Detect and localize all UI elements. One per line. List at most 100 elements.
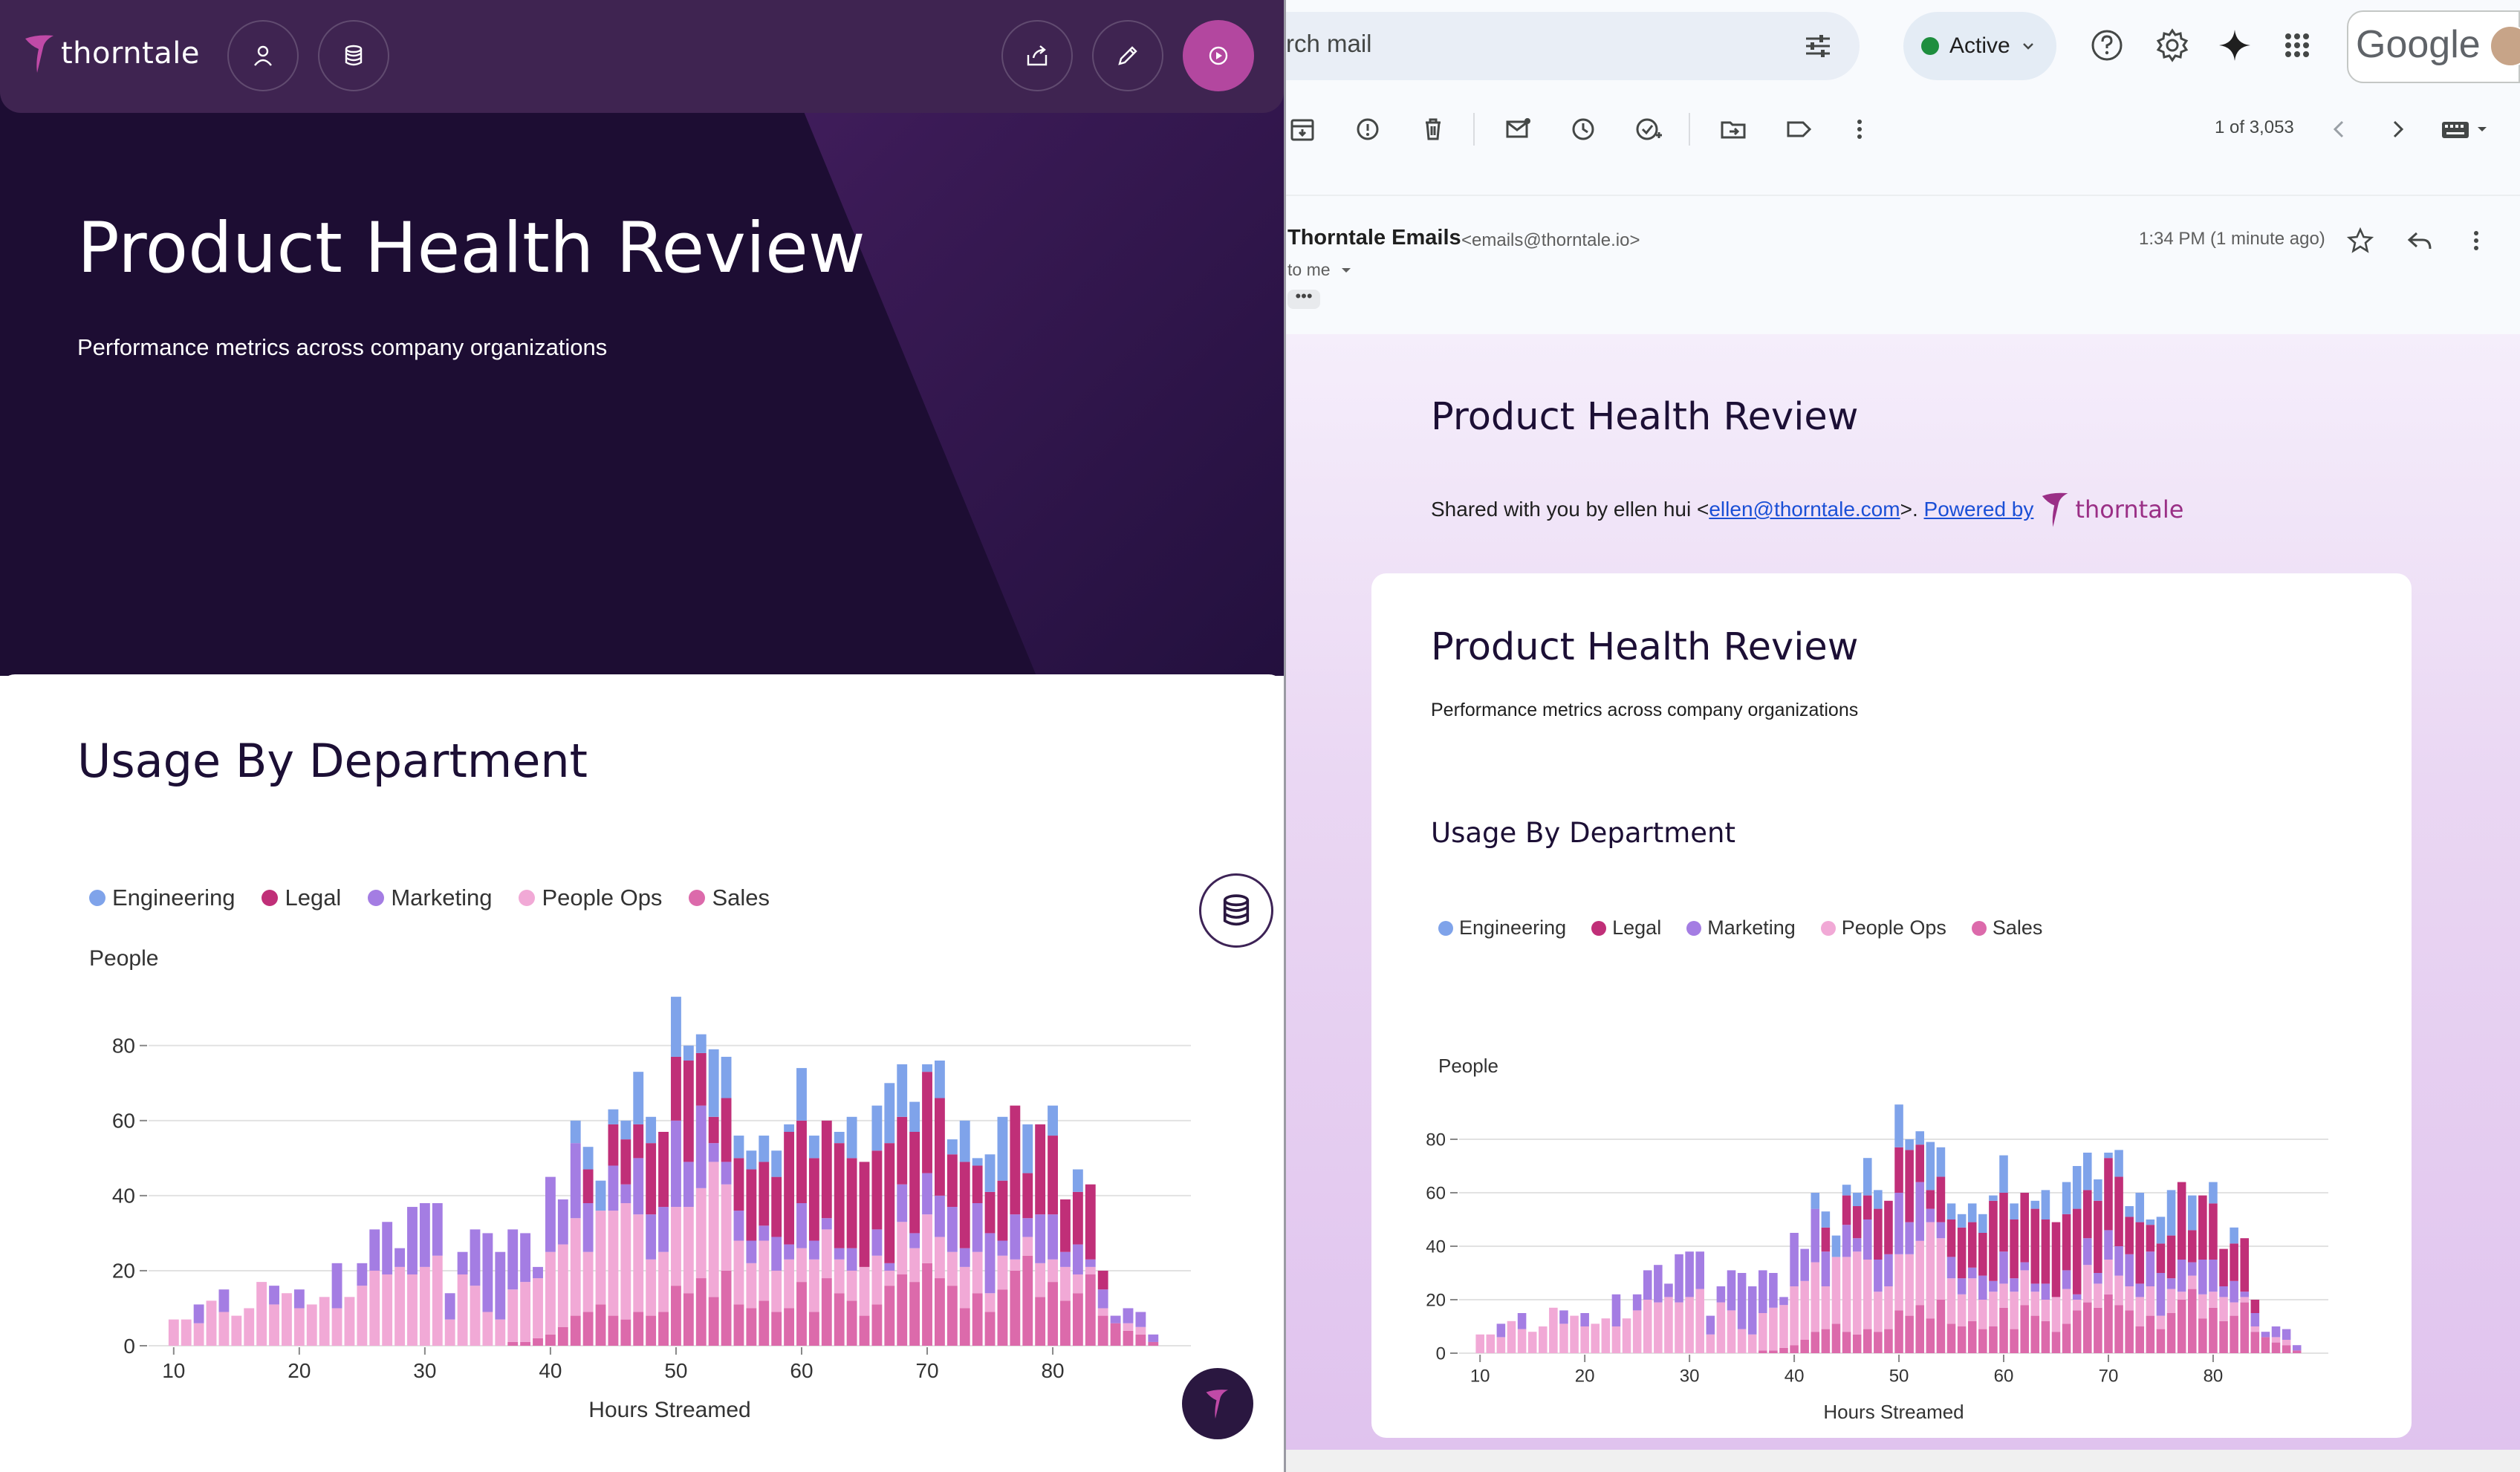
bar-marketing-42[interactable] [1811, 1208, 1820, 1263]
bar-engineering-72[interactable] [2125, 1206, 2134, 1217]
bar-marketing-36[interactable] [1747, 1286, 1757, 1335]
bar-people-ops-27[interactable] [1654, 1302, 1663, 1353]
bar-marketing-73[interactable] [959, 1248, 970, 1267]
bar-sales-49[interactable] [1884, 1329, 1893, 1353]
bar-sales-37[interactable] [1759, 1350, 1767, 1353]
bar-legal-51[interactable] [1905, 1150, 1914, 1222]
bar-people-ops-38[interactable] [520, 1282, 531, 1342]
bar-sales-63[interactable] [2030, 1315, 2040, 1353]
bar-sales-73[interactable] [959, 1308, 970, 1346]
bar-legal-50[interactable] [671, 1056, 681, 1121]
bar-people-ops-35[interactable] [1737, 1329, 1747, 1353]
bar-people-ops-43[interactable] [582, 1251, 594, 1312]
bar-marketing-58[interactable] [1978, 1275, 1987, 1300]
bar-sales-60[interactable] [1999, 1307, 2008, 1353]
bar-engineering-74[interactable] [2146, 1219, 2155, 1225]
bar-people-ops-13[interactable] [206, 1300, 217, 1346]
bar-people-ops-27[interactable] [382, 1274, 393, 1346]
bar-marketing-85[interactable] [1110, 1315, 1121, 1323]
legend-item-sales[interactable]: Sales [689, 885, 770, 911]
bar-marketing-60[interactable] [1999, 1251, 2008, 1284]
bar-marketing-29[interactable] [407, 1207, 418, 1274]
bar-marketing-69[interactable] [2094, 1273, 2102, 1284]
add-to-tasks-icon[interactable] [1632, 113, 1665, 146]
bar-marketing-79[interactable] [2198, 1260, 2207, 1294]
bar-legal-55[interactable] [1946, 1219, 1956, 1257]
bar-legal-47[interactable] [1863, 1195, 1872, 1219]
bar-marketing-47[interactable] [1863, 1219, 1872, 1260]
bar-sales-68[interactable] [897, 1274, 908, 1346]
bar-legal-83[interactable] [2240, 1238, 2250, 1292]
bar-marketing-39[interactable] [1779, 1297, 1788, 1306]
bar-marketing-66[interactable] [2062, 1270, 2071, 1289]
bar-engineering-75[interactable] [984, 1154, 996, 1192]
bar-marketing-56[interactable] [746, 1240, 757, 1263]
bar-sales-38[interactable] [1769, 1350, 1778, 1353]
status-selector[interactable]: Active [1903, 12, 2056, 80]
bar-people-ops-50[interactable] [671, 1207, 681, 1286]
bar-marketing-33[interactable] [457, 1251, 468, 1274]
bar-people-ops-20[interactable] [1580, 1326, 1589, 1353]
bar-engineering-58[interactable] [771, 1150, 782, 1177]
legend-item-engineering[interactable]: Engineering [89, 885, 235, 911]
bar-people-ops-37[interactable] [507, 1289, 519, 1342]
bar-people-ops-12[interactable] [1496, 1337, 1506, 1353]
bar-sales-87[interactable] [2282, 1345, 2291, 1353]
bar-marketing-45[interactable] [1842, 1225, 1851, 1257]
bar-legal-78[interactable] [2187, 1230, 2197, 1263]
bar-people-ops-53[interactable] [1926, 1222, 1935, 1319]
window-divider[interactable] [1284, 0, 1286, 1472]
bar-people-ops-55[interactable] [733, 1240, 744, 1305]
bar-engineering-71[interactable] [2114, 1150, 2123, 1177]
bar-sales-62[interactable] [2020, 1305, 2029, 1353]
bar-people-ops-25[interactable] [357, 1286, 368, 1346]
bar-legal-79[interactable] [2198, 1195, 2207, 1260]
bar-sales-79[interactable] [1035, 1297, 1046, 1346]
bar-sales-80[interactable] [2209, 1307, 2218, 1353]
bar-sales-40[interactable] [1790, 1345, 1799, 1353]
bar-legal-75[interactable] [2156, 1243, 2166, 1273]
delete-icon[interactable] [1417, 113, 1449, 146]
bar-sales-59[interactable] [784, 1308, 795, 1346]
bar-engineering-54[interactable] [721, 1056, 732, 1098]
bar-people-ops-78[interactable] [2187, 1275, 2197, 1289]
bar-marketing-78[interactable] [2187, 1262, 2197, 1276]
bar-engineering-80[interactable] [2209, 1182, 2218, 1204]
bar-legal-55[interactable] [733, 1158, 744, 1211]
bar-marketing-43[interactable] [582, 1203, 594, 1252]
bar-legal-82[interactable] [2230, 1243, 2238, 1281]
bar-sales-84[interactable] [1097, 1315, 1108, 1346]
bar-legal-43[interactable] [582, 1169, 594, 1203]
bar-marketing-20[interactable] [1580, 1313, 1589, 1326]
bar-people-ops-43[interactable] [1821, 1286, 1831, 1329]
bar-people-ops-60[interactable] [796, 1248, 807, 1283]
chevron-left-icon[interactable] [2323, 113, 2356, 146]
bar-people-ops-51[interactable] [1905, 1254, 1914, 1316]
bar-marketing-61[interactable] [2010, 1278, 2019, 1292]
bar-people-ops-36[interactable] [495, 1319, 506, 1346]
legend-item-marketing[interactable]: Marketing [1686, 916, 1796, 939]
bar-marketing-76[interactable] [2166, 1278, 2176, 1289]
report-spam-icon[interactable] [1351, 113, 1384, 146]
bar-marketing-39[interactable] [533, 1266, 543, 1279]
gemini-sparkle-icon[interactable] [2216, 27, 2253, 64]
bar-sales-53[interactable] [1926, 1318, 1935, 1353]
bar-marketing-25[interactable] [1632, 1294, 1642, 1311]
edit-button[interactable] [1092, 20, 1163, 91]
bar-legal-81[interactable] [2219, 1248, 2228, 1286]
bar-legal-66[interactable] [871, 1150, 883, 1230]
bar-engineering-55[interactable] [1946, 1203, 1956, 1219]
bar-people-ops-56[interactable] [1957, 1294, 1967, 1326]
bar-sales-52[interactable] [695, 1278, 707, 1346]
bar-marketing-34[interactable] [470, 1229, 481, 1286]
bar-sales-55[interactable] [733, 1304, 744, 1346]
bar-marketing-50[interactable] [671, 1120, 681, 1208]
sender-name[interactable]: Thorntale Emails [1287, 226, 1461, 250]
bar-legal-69[interactable] [2094, 1200, 2102, 1273]
bar-sales-63[interactable] [834, 1293, 845, 1346]
bar-marketing-54[interactable] [1936, 1222, 1946, 1239]
bar-sales-52[interactable] [1915, 1305, 1925, 1353]
bar-legal-72[interactable] [946, 1154, 958, 1208]
bar-engineering-74[interactable] [972, 1158, 983, 1166]
mark-unread-icon[interactable] [1501, 113, 1534, 146]
